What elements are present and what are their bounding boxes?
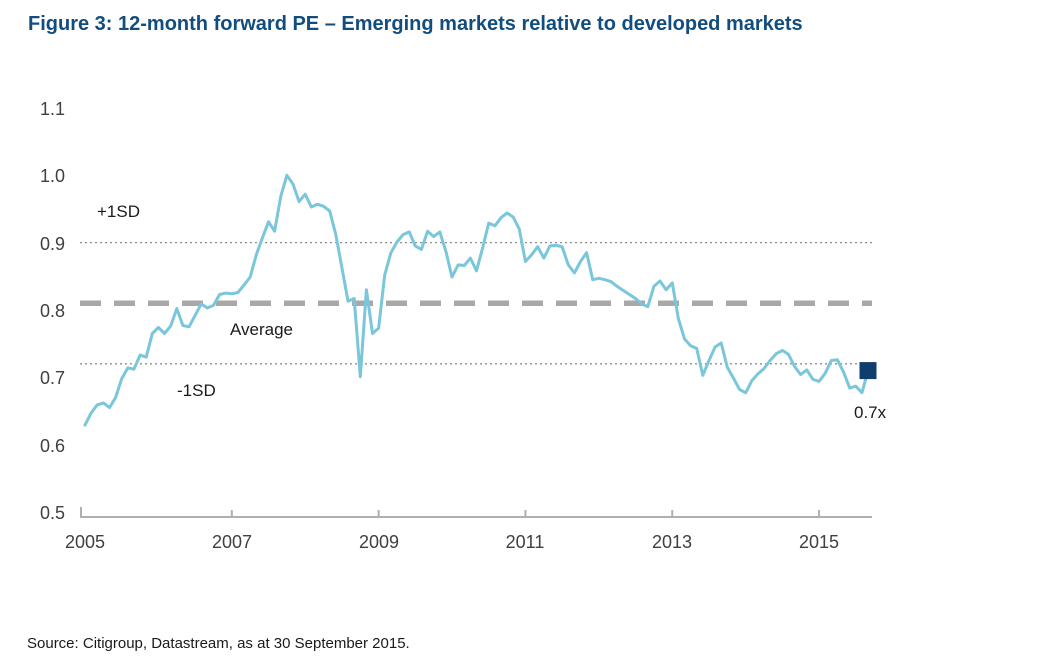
- y-tick-label: 0.8: [40, 301, 66, 321]
- y-tick-label: 0.5: [40, 503, 66, 523]
- x-tick-label: 2009: [358, 532, 400, 552]
- x-tick-label: 2007: [211, 532, 253, 552]
- last-value-label: 0.7x: [854, 403, 887, 422]
- plus-1sd-label: +1SD: [97, 202, 140, 221]
- y-tick-label: 1.0: [40, 166, 66, 186]
- y-tick-label: 0.6: [40, 436, 66, 456]
- minus-1sd-label: -1SD: [177, 381, 216, 400]
- x-tick-label: 2005: [64, 532, 106, 552]
- y-tick-label: 0.7: [40, 368, 66, 388]
- x-tick-label: 2015: [798, 532, 840, 552]
- last-value-marker: [859, 362, 877, 380]
- x-tick-label: 2013: [651, 532, 693, 552]
- pe-relative-series-line: [83, 173, 870, 427]
- y-tick-label: 0.9: [40, 234, 66, 254]
- x-axis-ticks: [80, 507, 821, 516]
- source-note: Source: Citigroup, Datastream, as at 30 …: [27, 635, 410, 652]
- y-tick-label: 1.1: [40, 99, 66, 119]
- x-tick-label: 2011: [505, 532, 545, 552]
- average-label: Average: [230, 320, 294, 339]
- figure-title: Figure 3: 12-month forward PE – Emerging…: [28, 13, 803, 35]
